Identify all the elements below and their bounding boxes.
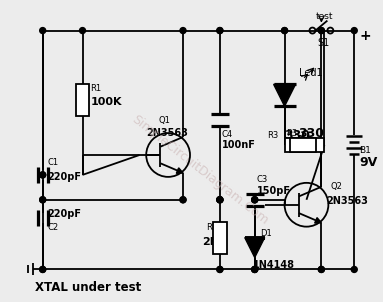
Text: R3: R3: [286, 129, 298, 138]
Text: R3: R3: [267, 130, 278, 140]
Text: test: test: [316, 12, 333, 21]
Text: 220pF: 220pF: [47, 172, 82, 182]
Text: C2: C2: [47, 223, 59, 232]
Circle shape: [351, 27, 357, 34]
Text: 2K2: 2K2: [202, 236, 226, 246]
Text: D1: D1: [260, 229, 272, 238]
Circle shape: [217, 266, 223, 272]
Circle shape: [217, 197, 223, 203]
Text: Q2: Q2: [331, 182, 342, 191]
Circle shape: [318, 266, 324, 272]
Circle shape: [217, 266, 223, 272]
Circle shape: [40, 27, 46, 34]
Polygon shape: [273, 84, 296, 106]
Circle shape: [282, 27, 288, 34]
Circle shape: [180, 197, 186, 203]
Text: R2: R2: [206, 223, 217, 232]
Text: XTAL under test: XTAL under test: [35, 281, 141, 294]
Circle shape: [318, 27, 324, 34]
Text: 330: 330: [298, 127, 324, 140]
Circle shape: [252, 266, 258, 272]
Bar: [290, 138, 316, 152]
Text: Q1: Q1: [158, 116, 170, 125]
Text: C1: C1: [47, 159, 59, 167]
Polygon shape: [245, 238, 265, 258]
Text: R1: R1: [90, 84, 101, 93]
Text: 220pF: 220pF: [47, 209, 82, 219]
Text: 100nF: 100nF: [222, 140, 256, 150]
Circle shape: [217, 27, 223, 34]
Text: 1N4148: 1N4148: [253, 260, 295, 271]
Circle shape: [80, 27, 85, 34]
Text: 2N3563: 2N3563: [146, 128, 188, 138]
Circle shape: [40, 197, 46, 203]
Polygon shape: [315, 218, 321, 223]
Text: C4: C4: [222, 130, 233, 139]
Circle shape: [217, 27, 223, 34]
Bar: [213, 222, 227, 253]
Circle shape: [252, 266, 258, 272]
Bar: [285, 138, 324, 152]
Circle shape: [40, 172, 46, 178]
Circle shape: [252, 197, 258, 203]
Text: S1: S1: [318, 37, 330, 47]
Circle shape: [252, 197, 258, 203]
Text: SimpleCircuitDiagram.Com: SimpleCircuitDiagram.Com: [129, 113, 271, 227]
Text: 150pF: 150pF: [257, 186, 291, 196]
Text: Led1: Led1: [298, 68, 322, 78]
Text: C3: C3: [257, 175, 268, 184]
Circle shape: [351, 266, 357, 272]
Circle shape: [252, 266, 258, 272]
Text: 2N3563: 2N3563: [326, 196, 368, 206]
Circle shape: [318, 266, 324, 272]
Circle shape: [180, 197, 186, 203]
Circle shape: [282, 27, 288, 34]
Circle shape: [318, 27, 324, 34]
Circle shape: [40, 266, 46, 272]
Text: B1: B1: [359, 146, 371, 155]
Circle shape: [180, 27, 186, 34]
Circle shape: [40, 197, 46, 203]
Circle shape: [40, 172, 46, 178]
Bar: [75, 84, 90, 116]
Text: +: +: [359, 28, 371, 43]
Circle shape: [40, 266, 46, 272]
Text: 330: 330: [285, 129, 311, 142]
Circle shape: [217, 197, 223, 203]
Polygon shape: [176, 168, 183, 173]
Circle shape: [217, 197, 223, 203]
Text: 100K: 100K: [90, 97, 122, 107]
Text: 9V: 9V: [359, 156, 378, 169]
Circle shape: [252, 197, 258, 203]
Circle shape: [217, 197, 223, 203]
